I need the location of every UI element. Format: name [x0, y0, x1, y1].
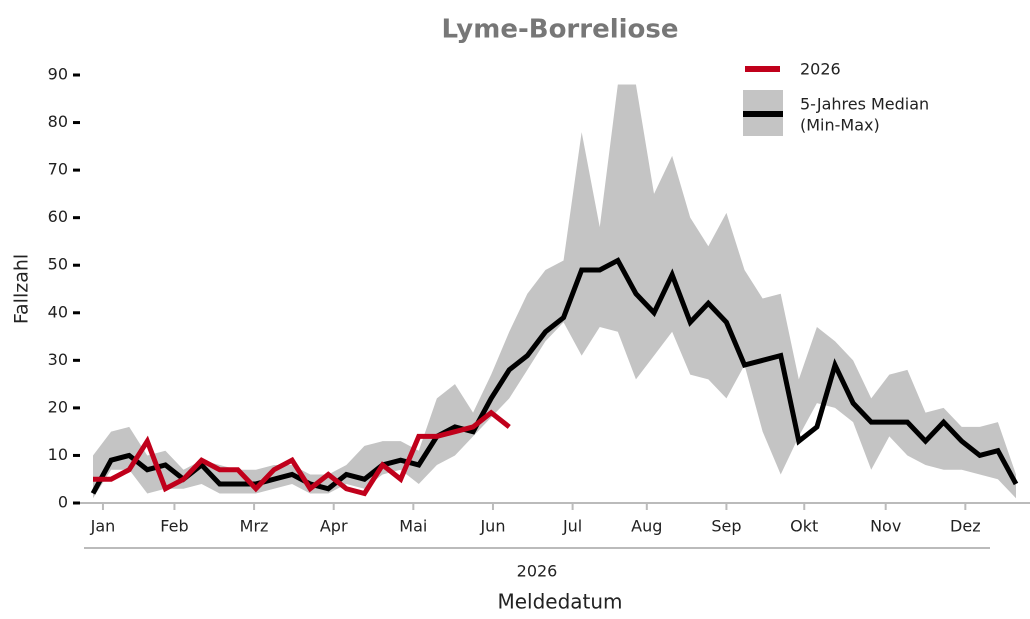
x-tick-label: Mrz — [240, 517, 269, 536]
y-axis-label: Fallzahl — [11, 254, 33, 324]
x-tick-label: Okt — [790, 517, 818, 536]
x-group-label: 2026 — [517, 562, 558, 581]
y-tick-label: 0 — [58, 493, 68, 512]
x-tick-label: Apr — [320, 517, 348, 536]
y-tick-label: 40 — [48, 302, 68, 321]
x-tick-label: Mai — [399, 517, 427, 536]
y-tick-label: 90 — [48, 65, 68, 84]
y-tick-label: 20 — [48, 397, 68, 416]
legend-label: (Min-Max) — [800, 116, 880, 135]
x-tick-label: Feb — [160, 517, 188, 536]
legend-label: 5-Jahres Median — [800, 95, 929, 114]
series-line — [93, 409, 511, 497]
x-tick-label: Aug — [631, 517, 662, 536]
x-tick-label: Nov — [870, 517, 901, 536]
x-axis-label: Meldedatum — [497, 590, 622, 614]
chart-title: Lyme-Borreliose — [441, 15, 678, 45]
y-tick-label: 80 — [48, 112, 68, 131]
x-tick-label: Dez — [950, 517, 981, 536]
y-tick-label: 70 — [48, 160, 68, 179]
series-line — [90, 257, 1019, 495]
x-tick-label: Jul — [562, 517, 582, 536]
x-tick-label: Jan — [90, 517, 116, 536]
y-tick-label: 60 — [48, 207, 68, 226]
x-tick-label: Sep — [711, 517, 741, 536]
y-tick-label: 50 — [48, 255, 68, 274]
legend-label: 2026 — [800, 60, 841, 79]
y-tick-label: 30 — [48, 350, 68, 369]
y-tick-label: 10 — [48, 445, 68, 464]
min-max-band — [93, 84, 1016, 499]
x-tick-label: Jun — [479, 517, 505, 536]
